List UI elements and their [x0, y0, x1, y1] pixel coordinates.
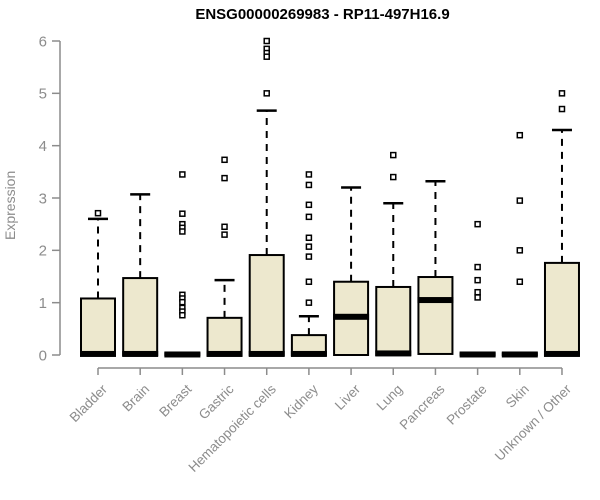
outlier-point: [221, 223, 228, 231]
x-tick-label: Kidney: [281, 381, 321, 421]
outlier-point: [179, 171, 186, 178]
iqr-box: [248, 254, 285, 356]
outlier-point: [179, 311, 186, 319]
x-tick-label: Liver: [332, 381, 364, 413]
box-group-unknown-other: [543, 90, 580, 357]
y-tick-label: 3: [39, 190, 47, 207]
outlier-point: [221, 231, 228, 238]
x-tick-label: Pancreas: [397, 381, 448, 432]
outlier-point: [305, 299, 313, 306]
outlier-point: [263, 37, 270, 45]
iqr-box: [543, 261, 580, 357]
outlier-point: [305, 213, 313, 221]
iqr-box: [375, 285, 412, 357]
median-bar: [501, 351, 538, 358]
median-bar: [375, 350, 412, 357]
y-tick-label: 0: [39, 347, 47, 364]
x-tick-label: Unknown / Other: [492, 381, 575, 464]
box-group-pancreas: [417, 180, 454, 355]
chart-title: ENSG00000269983 - RP11-497H16.9: [195, 6, 450, 23]
outlier-point: [179, 298, 186, 306]
median-bar: [417, 297, 454, 304]
y-tick-label: 5: [39, 86, 47, 103]
y-tick-label: 1: [39, 295, 47, 312]
median-bar: [206, 350, 243, 357]
outlier-point: [305, 201, 313, 209]
outlier-point: [474, 294, 481, 301]
x-tick-label: Bladder: [67, 381, 111, 425]
outlier-point: [474, 220, 481, 228]
outlier-point: [263, 90, 270, 97]
outlier-point: [516, 131, 524, 139]
outlier-point: [305, 234, 313, 242]
y-tick-label: 6: [39, 33, 47, 50]
box-group-bladder: [80, 209, 116, 357]
median-bar: [164, 351, 201, 358]
outlier-point: [221, 156, 228, 164]
iqr-box: [80, 297, 116, 357]
outlier-point: [390, 151, 397, 159]
median-bar: [459, 351, 496, 358]
median-bar: [122, 350, 159, 357]
x-tick-label: Lung: [374, 382, 406, 414]
median-bar: [543, 350, 580, 357]
box-group-brain: [122, 193, 159, 357]
x-tick-label: Skin: [503, 382, 532, 411]
x-tick-label: Brain: [119, 382, 152, 415]
median-bar: [290, 350, 327, 357]
outlier-point: [516, 247, 524, 254]
outlier-point: [179, 228, 186, 235]
x-tick-label: Breast: [156, 381, 194, 419]
outlier-point: [474, 288, 481, 296]
box-group-lung: [375, 151, 412, 357]
box-group-kidney: [290, 171, 327, 357]
box-group-prostate: [459, 220, 496, 358]
median-bar: [80, 350, 116, 357]
outlier-point: [305, 171, 313, 178]
outlier-point: [305, 278, 313, 285]
outlier-point: [516, 278, 524, 285]
box-group-breast: [164, 171, 201, 358]
outlier-point: [305, 253, 313, 260]
outlier-point: [305, 181, 313, 189]
outlier-point: [474, 263, 481, 271]
outlier-point: [390, 173, 397, 181]
y-tick-label: 2: [39, 243, 47, 260]
outlier-point: [558, 90, 566, 97]
iqr-box: [417, 276, 454, 355]
median-bar: [248, 350, 285, 357]
iqr-box: [122, 277, 159, 357]
box-group-hematopoietic-cells: [248, 37, 285, 357]
outlier-point: [94, 209, 102, 217]
x-tick-label: Gastric: [196, 381, 237, 422]
box-group-skin: [501, 131, 538, 358]
median-bar: [333, 313, 370, 320]
outlier-point: [263, 53, 270, 60]
outlier-point: [305, 243, 313, 250]
outlier-point: [516, 197, 524, 204]
box-group-gastric: [206, 156, 243, 357]
box-group-liver: [333, 186, 370, 357]
x-tick-label: Prostate: [444, 382, 490, 428]
outlier-point: [474, 276, 481, 284]
outlier-point: [558, 105, 566, 113]
iqr-box: [206, 316, 243, 356]
outlier-point: [179, 210, 186, 217]
outlier-point: [221, 174, 228, 182]
y-tick-label: 4: [39, 138, 47, 155]
